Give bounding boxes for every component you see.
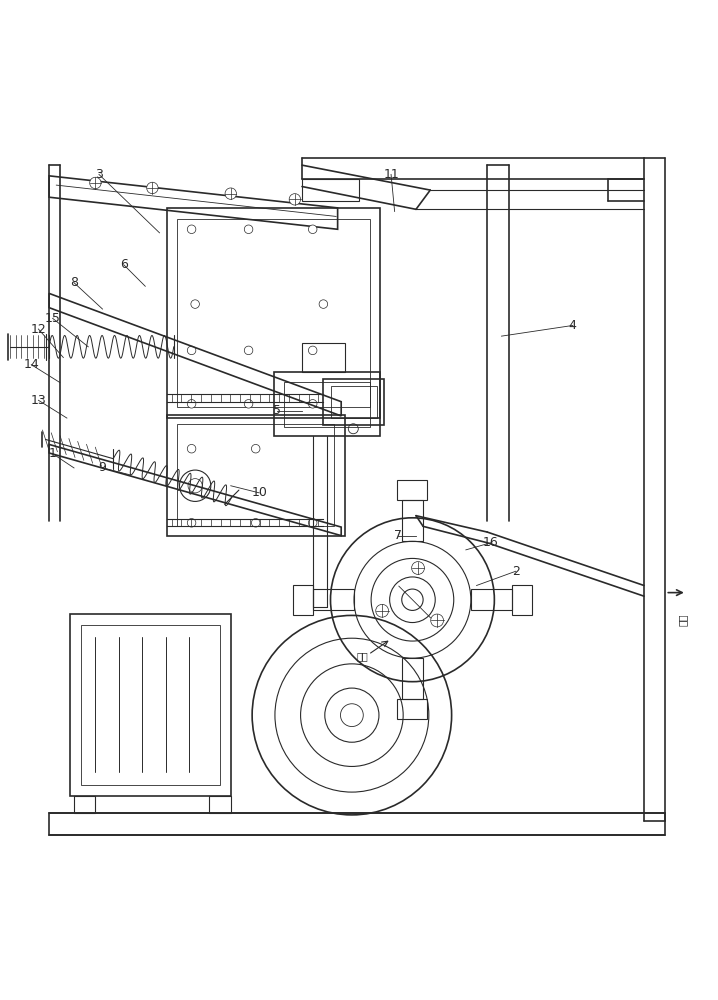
Text: 16: 16 (483, 536, 499, 549)
Circle shape (309, 225, 317, 234)
Text: 隔料: 隔料 (357, 651, 368, 661)
Circle shape (90, 177, 101, 189)
Text: 3: 3 (95, 168, 103, 181)
Circle shape (411, 562, 424, 574)
Bar (274, 372, 381, 436)
Circle shape (187, 225, 196, 234)
Text: 9: 9 (98, 461, 106, 474)
Text: 4: 4 (569, 319, 577, 332)
Bar (49, 813, 666, 835)
Circle shape (319, 300, 327, 308)
Circle shape (309, 400, 317, 408)
Circle shape (431, 614, 444, 627)
Text: 7: 7 (394, 529, 402, 542)
Text: 5: 5 (273, 404, 281, 417)
Bar (167, 208, 381, 418)
Circle shape (251, 444, 260, 453)
Bar (177, 219, 370, 407)
Bar (302, 179, 359, 201)
Text: 2: 2 (512, 565, 520, 578)
Bar (302, 343, 345, 372)
Circle shape (309, 519, 317, 527)
Bar (284, 382, 370, 427)
Circle shape (376, 604, 388, 617)
Text: 14: 14 (24, 358, 39, 371)
Text: 6: 6 (120, 258, 128, 271)
Text: 15: 15 (45, 312, 60, 325)
Text: 10: 10 (251, 486, 267, 499)
Text: 1: 1 (49, 447, 57, 460)
Circle shape (225, 188, 236, 199)
Bar (74, 796, 95, 813)
Text: 13: 13 (31, 394, 46, 407)
Bar (323, 379, 384, 425)
Bar (177, 424, 334, 526)
Circle shape (244, 346, 253, 355)
Circle shape (244, 225, 253, 234)
Bar (330, 386, 377, 418)
Circle shape (191, 300, 200, 308)
Circle shape (187, 444, 196, 453)
Circle shape (187, 519, 196, 527)
Circle shape (146, 182, 158, 194)
Text: 8: 8 (70, 276, 78, 289)
Bar (81, 625, 220, 785)
Bar (70, 614, 230, 796)
Circle shape (251, 519, 260, 527)
Circle shape (309, 346, 317, 355)
Bar (210, 796, 230, 813)
Text: 12: 12 (31, 323, 46, 336)
Text: 排料: 排料 (679, 614, 688, 626)
Circle shape (244, 400, 253, 408)
Circle shape (289, 194, 301, 205)
Text: 11: 11 (383, 168, 399, 181)
Bar (167, 415, 345, 536)
Circle shape (187, 400, 196, 408)
Circle shape (187, 346, 196, 355)
